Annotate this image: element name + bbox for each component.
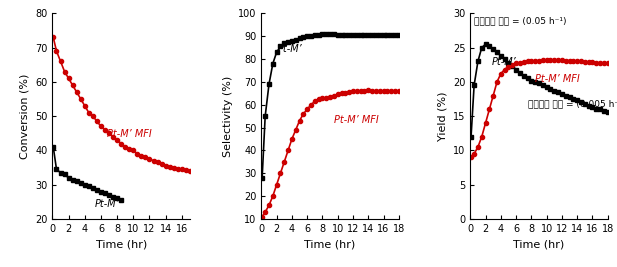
Text: Pt-M’: Pt-M’ xyxy=(94,199,119,209)
Text: Pt-M’: Pt-M’ xyxy=(492,57,516,67)
Text: Pt-M’: Pt-M’ xyxy=(278,44,303,54)
Y-axis label: Selectivity (%): Selectivity (%) xyxy=(223,76,233,157)
Y-axis label: Yield (%): Yield (%) xyxy=(437,91,447,141)
Text: 비활성화 속도 = (0.05 h⁻¹): 비활성화 속도 = (0.05 h⁻¹) xyxy=(474,17,566,26)
Y-axis label: Conversion (%): Conversion (%) xyxy=(20,73,30,159)
Text: Pt-M’ MFI: Pt-M’ MFI xyxy=(107,129,152,139)
X-axis label: Time (hr): Time (hr) xyxy=(96,239,147,249)
Text: Pt-M’ MFI: Pt-M’ MFI xyxy=(535,74,580,84)
X-axis label: Time (hr): Time (hr) xyxy=(304,239,356,249)
Text: 비활성화 속도 = (0.005 h⁻¹): 비활성화 속도 = (0.005 h⁻¹) xyxy=(528,99,617,108)
X-axis label: Time (hr): Time (hr) xyxy=(513,239,565,249)
Text: Pt-M’ MFI: Pt-M’ MFI xyxy=(334,115,379,125)
